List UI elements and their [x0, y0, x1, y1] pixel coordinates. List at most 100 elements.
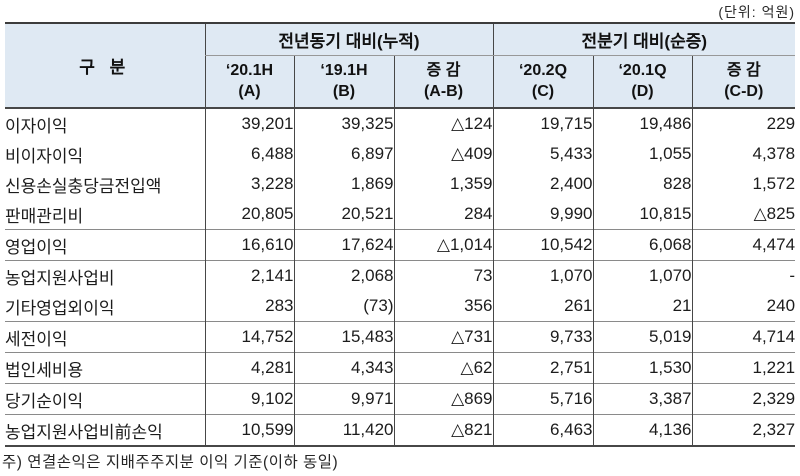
col-header-19-1h: ‘19.1H (B) [293, 55, 394, 109]
table-cell: 261 [492, 291, 593, 322]
table-cell: 1,869 [293, 169, 394, 199]
col-header-20-1h: ‘20.1H (A) [204, 55, 294, 109]
group-header-prior-year: 전년동기 대비(누적) [204, 22, 493, 56]
table-cell: 4,474 [691, 229, 796, 261]
table-cell: 5,433 [492, 139, 593, 169]
table-body: 이자이익 39,201 39,325 △124 19,715 19,486 22… [5, 108, 796, 447]
table-cell: 14,752 [204, 321, 294, 353]
table-cell: 6,488 [204, 139, 294, 169]
unit-label: (단위: 억원) [718, 4, 795, 20]
table-cell: 6,897 [293, 139, 394, 169]
table-cell: 20,805 [204, 199, 294, 230]
footnote: 주) 연결손익은 지배주주지분 이익 기준(이하 동일) [2, 454, 339, 471]
table-cell: 10,542 [492, 229, 593, 261]
col-header-20-2q: ‘20.2Q (C) [492, 55, 593, 109]
table-cell: 4,378 [691, 139, 796, 169]
table-cell: 10,815 [592, 199, 692, 230]
corner-header-cell: 구 분 [5, 22, 205, 109]
table-cell: 39,325 [293, 108, 394, 139]
col-header-change-ab: 증 감 (A-B) [393, 55, 493, 109]
table-row-operating-profit: 영업이익 16,610 17,624 △1,014 10,542 6,068 4… [5, 229, 796, 261]
table-cell: 5,019 [592, 321, 692, 353]
row-label: 세전이익 [5, 321, 205, 353]
header-group-row: 구 분 전년동기 대비(누적) 전분기 대비(순증) [5, 22, 796, 109]
table-row-non-interest-income: 비이자이익 6,488 6,897 △409 5,433 1,055 4,378 [5, 139, 796, 169]
group-header-prior-quarter: 전분기 대비(순증) [492, 22, 796, 56]
row-label: 판매관리비 [5, 199, 205, 230]
table-cell: 10,599 [204, 414, 294, 447]
table-cell: 2,327 [691, 414, 796, 447]
table-cell: 2,751 [492, 352, 593, 384]
table-cell: 15,483 [293, 321, 394, 353]
table-cell: 4,281 [204, 352, 294, 384]
table-cell: 11,420 [293, 414, 394, 447]
table-cell: △124 [393, 108, 493, 139]
row-label: 농업지원사업비前손익 [5, 414, 205, 447]
table-cell: 4,136 [592, 414, 692, 447]
table-cell: 20,521 [293, 199, 394, 230]
table-cell: 9,102 [204, 383, 294, 415]
table-header: 구 분 전년동기 대비(누적) 전분기 대비(순증) ‘20.1H (A) ‘1… [5, 22, 796, 109]
col-header-20-1q: ‘20.1Q (D) [592, 55, 692, 109]
table-cell: 39,201 [204, 108, 294, 139]
table-cell: 9,971 [293, 383, 394, 415]
table-cell: 9,990 [492, 199, 593, 230]
table-cell: 2,141 [204, 260, 294, 291]
table-cell: 1,070 [592, 260, 692, 291]
table-row-pretax-profit: 세전이익 14,752 15,483 △731 9,733 5,019 4,71… [5, 321, 796, 353]
row-label: 영업이익 [5, 229, 205, 261]
table-cell: 21 [592, 291, 692, 322]
table-cell: 73 [393, 260, 493, 291]
table-cell: 6,068 [592, 229, 692, 261]
table-cell: 2,400 [492, 169, 593, 199]
table-cell: (73) [293, 291, 394, 322]
row-label: 신용손실충당금전입액 [5, 169, 205, 199]
table-cell: 3,228 [204, 169, 294, 199]
table-cell: 6,463 [492, 414, 593, 447]
table-row-credit-loss-provision: 신용손실충당금전입액 3,228 1,869 1,359 2,400 828 1… [5, 169, 796, 199]
table-cell: 19,486 [592, 108, 692, 139]
row-label: 농업지원사업비 [5, 260, 205, 291]
table-cell: 1,572 [691, 169, 796, 199]
table-cell: - [691, 260, 796, 291]
col-header-change-cd: 증 감 (C-D) [691, 55, 796, 109]
row-label: 이자이익 [5, 108, 205, 139]
table-cell: △1,014 [393, 229, 493, 261]
table-row-other-non-operating-income: 기타영업외이익 283 (73) 356 261 21 240 [5, 291, 796, 322]
table-cell: 1,530 [592, 352, 692, 384]
table-cell: 3,387 [592, 383, 692, 415]
table-cell: 284 [393, 199, 493, 230]
table-cell: 4,343 [293, 352, 394, 384]
table-cell: 2,329 [691, 383, 796, 415]
table-cell: 2,068 [293, 260, 394, 291]
row-label: 비이자이익 [5, 139, 205, 169]
table-cell: △62 [393, 352, 493, 384]
table-row-profit-before-agri-support-cost: 농업지원사업비前손익 10,599 11,420 △821 6,463 4,13… [5, 414, 796, 447]
row-label: 법인세비용 [5, 352, 205, 384]
table-cell: △731 [393, 321, 493, 353]
table-cell: 5,716 [492, 383, 593, 415]
table-cell: 1,221 [691, 352, 796, 384]
table-cell: 19,715 [492, 108, 593, 139]
table-cell: △821 [393, 414, 493, 447]
row-label: 당기순이익 [5, 383, 205, 415]
table-cell: 1,359 [393, 169, 493, 199]
table-cell: 828 [592, 169, 692, 199]
table-row-sga-expense: 판매관리비 20,805 20,521 284 9,990 10,815 △82… [5, 199, 796, 230]
header-sub-row: ‘20.1H (A) ‘19.1H (B) 증 감 (A-B) ‘20.2Q (… [5, 55, 796, 109]
table-cell: 283 [204, 291, 294, 322]
table-cell: 1,070 [492, 260, 593, 291]
table-cell: 17,624 [293, 229, 394, 261]
table-cell: △409 [393, 139, 493, 169]
table-row-agri-support-cost: 농업지원사업비 2,141 2,068 73 1,070 1,070 - [5, 260, 796, 291]
table-cell: 1,055 [592, 139, 692, 169]
table-row-income-tax-expense: 법인세비용 4,281 4,343 △62 2,751 1,530 1,221 [5, 352, 796, 384]
table-cell: 4,714 [691, 321, 796, 353]
table-row-interest-income: 이자이익 39,201 39,325 △124 19,715 19,486 22… [5, 108, 796, 139]
table-row-net-income: 당기순이익 9,102 9,971 △869 5,716 3,387 2,329 [5, 383, 796, 415]
income-statement-table: 구 분 전년동기 대비(누적) 전분기 대비(순증) ‘20.1H (A) ‘1… [5, 22, 796, 447]
table-cell: 16,610 [204, 229, 294, 261]
table-cell: 356 [393, 291, 493, 322]
table-cell: 240 [691, 291, 796, 322]
